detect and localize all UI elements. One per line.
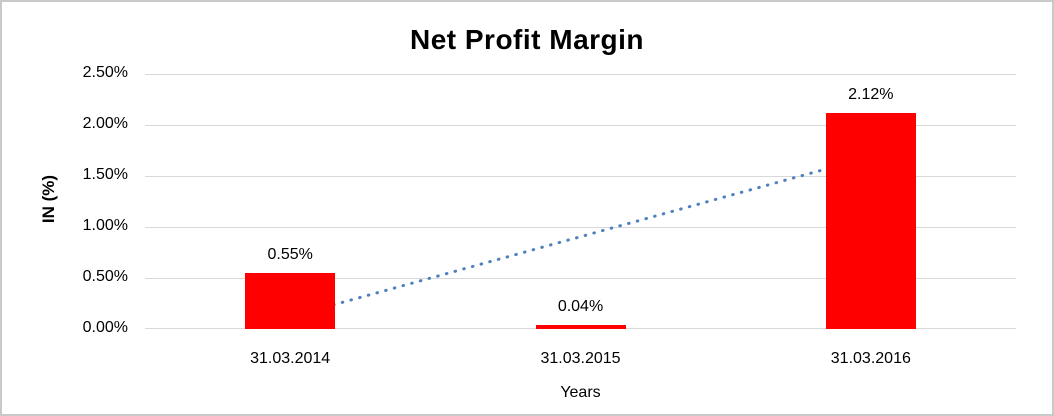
- y-tick-label: 2.50%: [82, 64, 128, 81]
- y-tick-label: 0.00%: [82, 319, 128, 336]
- x-tick-label: 31.03.2016: [830, 350, 911, 367]
- bar-31.03.2015: [535, 324, 626, 329]
- x-tick-label: 31.03.2014: [250, 350, 331, 367]
- chart-title: Net Profit Margin: [409, 24, 645, 55]
- bar-31.03.2014: [245, 272, 336, 329]
- y-tick-label: 0.50%: [82, 268, 128, 285]
- y-tick-label: 1.50%: [82, 166, 128, 183]
- data-label: 2.12%: [848, 85, 894, 103]
- data-label: 0.55%: [267, 245, 313, 263]
- bar-31.03.2016: [825, 112, 916, 329]
- gridline: [145, 125, 1016, 126]
- y-tick-label: 1.00%: [82, 217, 128, 234]
- x-axis-title: Years: [560, 384, 601, 401]
- gridline: [145, 74, 1016, 75]
- x-tick-label: 31.03.2015: [540, 350, 621, 367]
- y-tick-label: 2.00%: [82, 115, 128, 132]
- data-label: 0.04%: [557, 297, 604, 315]
